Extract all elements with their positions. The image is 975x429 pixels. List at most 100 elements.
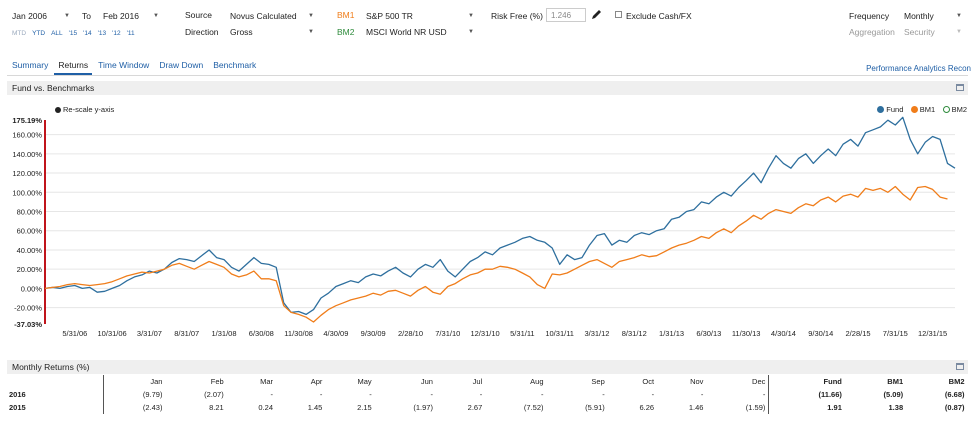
y-tick-label: 160.00% [12, 131, 42, 140]
quick-range-13[interactable]: '13 [97, 30, 107, 37]
chart-panel-title: Fund vs. Benchmarks [12, 83, 95, 93]
rescale-toggle[interactable]: Re-scale y-axis [55, 105, 114, 114]
to-period-select[interactable]: Feb 2016 ▼ [99, 9, 163, 23]
tab-draw-down[interactable]: Draw Down [159, 60, 204, 70]
quick-range-11[interactable]: '11 [126, 30, 135, 37]
tab-summary[interactable]: Summary [12, 60, 49, 70]
col-header: Apr [310, 377, 323, 386]
source-label: Source [185, 10, 212, 20]
bm1-value: S&P 500 TR [366, 11, 413, 21]
chevron-down-icon: ▼ [468, 13, 474, 19]
x-tick-label: 8/31/07 [174, 329, 199, 338]
risk-free-input[interactable] [546, 8, 586, 22]
pencil-icon[interactable] [591, 9, 602, 20]
x-tick-label: 1/31/13 [659, 329, 684, 338]
chevron-down-icon: ▼ [308, 13, 314, 19]
table-cell: (5.91) [585, 403, 605, 412]
aggregation-select[interactable]: Security ▼ [900, 25, 966, 39]
y-tick-label: -20.00% [14, 304, 42, 313]
table-cell: - [700, 390, 704, 399]
quick-range-links: MTD YTD ALL '15 '14 '13 '12 '11 [12, 27, 141, 37]
table-cell: 8.21 [209, 403, 224, 412]
tab-divider [7, 75, 968, 76]
col-header: Dec [752, 377, 766, 386]
col-header-bm1: BM1 [887, 377, 904, 386]
x-tick-label: 10/31/11 [545, 329, 574, 338]
quick-range-14[interactable]: '14 [83, 30, 92, 37]
chevron-down-icon: ▼ [956, 13, 962, 19]
legend-fund-marker [877, 106, 885, 113]
chevron-down-icon: ▼ [308, 29, 314, 35]
col-header: Nov [690, 377, 704, 386]
table-cell: (9.79) [142, 390, 163, 399]
table-cell: - [602, 390, 605, 399]
table-cell: 1.45 [307, 403, 323, 412]
monthly-panel-header: Monthly Returns (%) [7, 360, 968, 374]
monthly-panel-title: Monthly Returns (%) [12, 362, 90, 372]
from-period-select[interactable]: Jan 2006 ▼ [8, 9, 74, 23]
table-cell: - [651, 390, 655, 399]
legend-bm1[interactable]: BM1 [910, 105, 935, 114]
direction-select[interactable]: Gross ▼ [226, 25, 318, 39]
legend-fund[interactable]: Fund [877, 105, 903, 114]
x-tick-label: 1/31/08 [212, 329, 237, 338]
table-cell-fund: 1.91 [768, 401, 845, 414]
chevron-down-icon: ▼ [64, 13, 70, 19]
x-tick-label: 6/30/13 [696, 329, 721, 338]
quick-range-12[interactable]: '12 [112, 30, 121, 37]
table-cell: 6.26 [639, 403, 655, 412]
table-cell: 2.67 [467, 403, 483, 412]
y-tick-label: 0.00% [21, 284, 43, 293]
maximize-icon[interactable] [956, 363, 964, 370]
x-tick-label: 4/30/09 [323, 329, 348, 338]
tab-time-window[interactable]: Time Window [98, 60, 150, 70]
x-tick-label: 9/30/09 [361, 329, 386, 338]
x-tick-label: 4/30/14 [771, 329, 796, 338]
legend-bm1-marker [910, 106, 918, 113]
legend-bm2-label: BM2 [951, 105, 967, 114]
chart-panel-header: Fund vs. Benchmarks [7, 81, 968, 95]
col-header: Jun [420, 377, 433, 386]
quick-range-ytd[interactable]: YTD [32, 30, 46, 37]
frequency-value: Monthly [904, 11, 934, 21]
table-cell: - [541, 390, 544, 399]
maximize-icon[interactable] [956, 84, 964, 91]
source-select[interactable]: Novus Calculated ▼ [226, 9, 318, 23]
col-header: Jan [150, 377, 163, 386]
exclude-cash-label: Exclude Cash/FX [626, 11, 692, 21]
quick-range-mtd[interactable]: MTD [12, 30, 27, 37]
frequency-select[interactable]: Monthly ▼ [900, 9, 966, 23]
quick-range-15[interactable]: '15 [68, 30, 78, 37]
table-header-row: Jan Feb Mar Apr May Jun Jul Aug Sep Oct … [7, 375, 968, 388]
x-tick-label: 3/31/07 [137, 329, 162, 338]
table-cell-bm1: 1.38 [888, 403, 904, 412]
table-cell: (1.97) [413, 403, 433, 412]
table-cell: - [430, 390, 433, 399]
risk-free-label: Risk Free (%) [491, 11, 543, 21]
table-cell: (1.59) [745, 403, 766, 412]
y-tick-label: -37.03% [14, 320, 42, 329]
table-cell: - [369, 390, 372, 399]
aggregation-label: Aggregation [849, 27, 895, 37]
monthly-returns-table: Jan Feb Mar Apr May Jun Jul Aug Sep Oct … [7, 375, 968, 414]
x-tick-label: 6/30/08 [249, 329, 274, 338]
bm2-select[interactable]: MSCI World NR USD ▼ [362, 25, 478, 39]
col-header: Oct [642, 377, 655, 386]
performance-analytics-link[interactable]: Performance Analytics Recon [866, 64, 971, 73]
chevron-down-icon: ▼ [468, 29, 474, 35]
tab-returns[interactable]: Returns [54, 58, 93, 75]
direction-value: Gross [230, 27, 253, 37]
row-year: 2015 [7, 401, 104, 414]
quick-range-all[interactable]: ALL [51, 30, 63, 37]
to-period-value: Feb 2016 [103, 11, 139, 21]
bm1-select[interactable]: S&P 500 TR ▼ [362, 9, 478, 23]
table-cell-bm2: (6.68) [944, 390, 965, 399]
tab-benchmark[interactable]: Benchmark [213, 60, 257, 70]
x-tick-label: 11/30/08 [284, 329, 313, 338]
exclude-cash-checkbox[interactable] [615, 11, 622, 18]
legend-bm2[interactable]: BM2 [942, 105, 967, 114]
year-column-header [7, 375, 104, 388]
radio-dot-icon [55, 107, 61, 113]
table-cell: - [319, 390, 323, 399]
bm2-label: BM2 [337, 27, 355, 37]
